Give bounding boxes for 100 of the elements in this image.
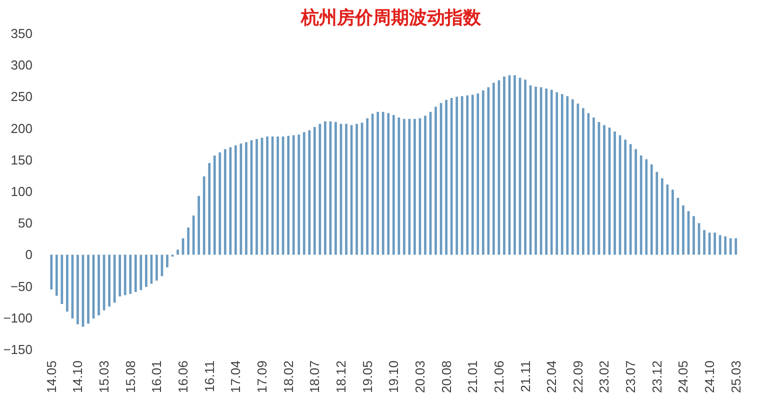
bar <box>324 121 326 255</box>
x-tick-label: 21.11 <box>518 360 533 392</box>
bar <box>724 236 727 255</box>
x-tick-label: 22.04 <box>544 360 560 394</box>
bar <box>345 124 348 255</box>
x-tick-label: 16.01 <box>149 360 164 394</box>
x-tick-label: 21.01 <box>465 360 480 394</box>
bar <box>656 172 658 255</box>
x-tick-label: 20.08 <box>438 360 454 394</box>
bar <box>640 155 642 255</box>
bar <box>402 118 406 255</box>
bar <box>666 184 669 255</box>
bar <box>692 216 695 255</box>
bar <box>287 136 290 255</box>
bar <box>476 94 480 255</box>
x-tick-label: 16.06 <box>176 360 191 394</box>
bar <box>166 254 168 268</box>
bar <box>645 159 648 255</box>
bar <box>302 132 306 255</box>
bar <box>492 82 495 255</box>
bar <box>118 254 122 296</box>
bar <box>392 115 395 255</box>
bar <box>376 112 380 255</box>
bar <box>614 131 616 255</box>
bar <box>534 86 537 255</box>
x-tick-label: 23.07 <box>623 360 638 394</box>
y-tick-label: −100 <box>3 310 33 326</box>
y-tick-label: 0 <box>25 247 33 262</box>
bar <box>471 94 474 255</box>
bar <box>382 112 384 255</box>
bar <box>234 145 237 255</box>
bar <box>60 254 64 304</box>
bar <box>66 254 68 312</box>
bar <box>266 136 268 255</box>
bar <box>424 116 426 255</box>
bar <box>466 95 469 255</box>
bar <box>218 152 222 255</box>
bar <box>576 104 580 255</box>
bar <box>734 238 738 255</box>
bar <box>313 127 316 255</box>
bar <box>660 178 664 255</box>
x-tick-label: 17.04 <box>228 360 244 394</box>
bar <box>366 118 368 255</box>
bar <box>566 96 569 255</box>
bar <box>256 139 258 255</box>
x-tick-label: 17.09 <box>254 360 270 394</box>
bar <box>298 134 300 255</box>
bar <box>592 118 595 255</box>
bar <box>718 235 722 255</box>
x-tick-label: 23.02 <box>596 360 612 394</box>
bar <box>198 196 200 255</box>
bar <box>387 113 390 255</box>
bar <box>229 147 232 255</box>
x-tick-label: 25.03 <box>728 360 744 394</box>
bar <box>682 205 684 255</box>
x-tick-label: 19.10 <box>386 360 402 394</box>
y-tick-label: 50 <box>18 216 33 231</box>
bar <box>514 75 516 255</box>
y-tick-label: 250 <box>10 89 33 104</box>
bar <box>408 118 411 255</box>
bar <box>124 254 126 296</box>
y-tick-label: 150 <box>10 152 33 168</box>
bar <box>50 254 53 290</box>
bar <box>98 254 100 316</box>
x-tick-label: 14.05 <box>44 360 59 394</box>
bar <box>624 140 626 255</box>
y-tick-label: 350 <box>10 26 33 41</box>
bar <box>398 118 400 255</box>
x-tick-label: 15.03 <box>96 360 112 394</box>
bar <box>503 76 506 255</box>
bar <box>113 254 116 303</box>
x-tick-label: 15.08 <box>122 360 138 394</box>
y-tick-label: −50 <box>10 278 33 294</box>
bar <box>292 135 295 255</box>
bar <box>434 106 437 255</box>
bar <box>650 164 653 255</box>
bar <box>545 88 548 255</box>
bar <box>308 130 311 255</box>
x-tick-label: 24.05 <box>676 360 691 394</box>
bar <box>487 87 490 255</box>
bar <box>224 149 226 255</box>
bar <box>140 254 142 290</box>
bar <box>276 136 279 255</box>
bar <box>672 190 674 255</box>
x-tick-label: 16.11 <box>202 360 217 392</box>
x-tick-label: 18.02 <box>280 360 296 394</box>
x-tick-label: 20.03 <box>412 360 428 394</box>
y-tick-label: 200 <box>10 120 33 136</box>
x-tick-label: 14.10 <box>70 360 86 394</box>
x-tick-label: 19.05 <box>360 360 375 394</box>
bar <box>714 232 716 255</box>
bar <box>634 149 638 255</box>
bar <box>318 124 322 255</box>
bar <box>144 254 148 287</box>
x-tick-label: 18.07 <box>307 360 322 394</box>
bar <box>129 254 132 294</box>
x-tick-label: 24.10 <box>702 360 718 394</box>
bar <box>76 254 79 324</box>
bar <box>703 230 706 255</box>
bar <box>187 228 190 255</box>
